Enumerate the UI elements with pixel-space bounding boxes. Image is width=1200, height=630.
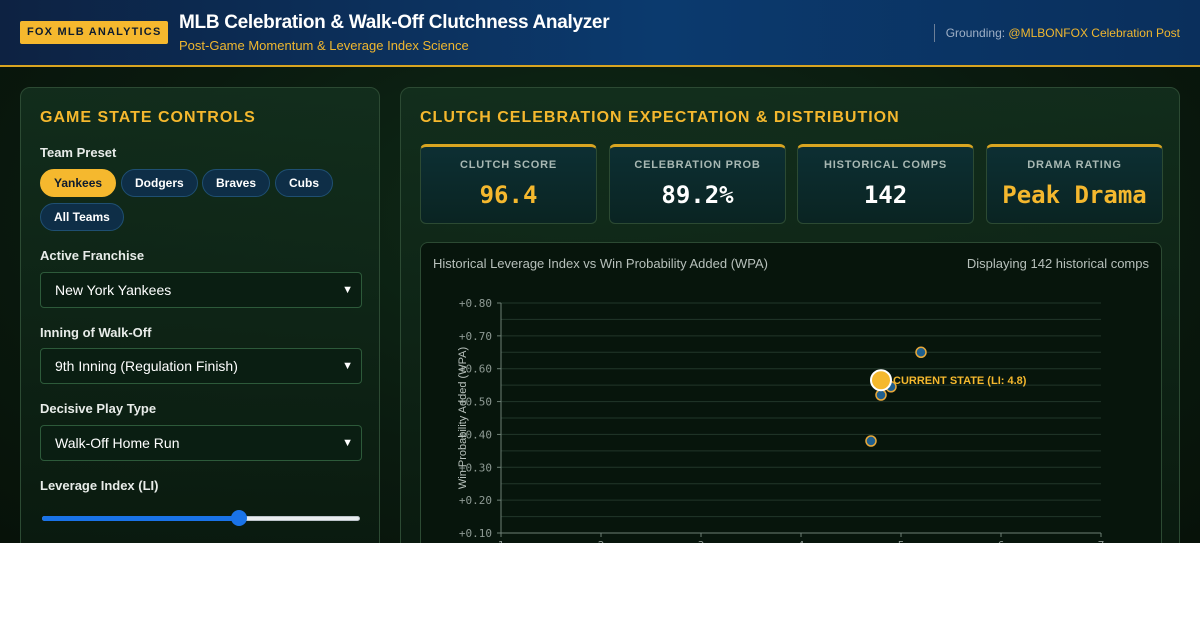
y-tick-label: +0.30	[459, 461, 492, 474]
game-state-controls-panel: GAME STATE CONTROLS Team Preset Yankees …	[20, 87, 380, 543]
card-label: HISTORICAL COMPS	[823, 159, 947, 171]
slider-thumb[interactable]	[231, 510, 248, 526]
y-tick-label: +0.40	[459, 428, 492, 441]
card-label: CELEBRATION PROB	[634, 159, 761, 171]
card-value: Peak Drama	[1002, 181, 1147, 209]
inning-select-value: 9th Inning (Regulation Finish)	[55, 358, 238, 374]
x-tick-label: 5	[898, 539, 905, 543]
clutch-distribution-panel: CLUTCH CELEBRATION EXPECTATION & DISTRIB…	[400, 87, 1180, 543]
results-title: CLUTCH CELEBRATION EXPECTATION & DISTRIB…	[420, 109, 900, 126]
card-value: 142	[863, 181, 908, 209]
card-label: CLUTCH SCORE	[460, 159, 557, 171]
app-root: FOX MLB ANALYTICS MLB Celebration & Walk…	[0, 0, 1200, 543]
inning-select[interactable]: 9th Inning (Regulation Finish) ▼	[40, 348, 362, 384]
preset-chip-yankees[interactable]: Yankees	[40, 169, 117, 197]
scatter-chart: Historical Leverage Index vs Win Probabi…	[420, 242, 1162, 543]
preset-chip-braves[interactable]: Braves	[202, 169, 271, 197]
play-type-select[interactable]: Walk-Off Home Run ▼	[40, 425, 362, 461]
card-label: DRAMA RATING	[1027, 159, 1122, 171]
franchise-select-value: New York Yankees	[55, 282, 172, 298]
controls-title: GAME STATE CONTROLS	[40, 109, 256, 126]
y-tick-label: +0.70	[459, 330, 492, 343]
current-state-label: CURRENT STATE (LI: 4.8)	[893, 375, 1027, 387]
slider-fill	[42, 516, 240, 521]
grounding-link[interactable]: @MLBONFOX Celebration Post	[1008, 26, 1180, 40]
leverage-slider[interactable]	[40, 510, 362, 526]
x-tick-label: 1	[498, 539, 505, 543]
scatter-point	[865, 435, 877, 447]
chevron-down-icon: ▼	[342, 360, 353, 372]
app-subtitle: Post-Game Momentum & Leverage Index Scie…	[179, 38, 469, 53]
y-tick-label: +0.80	[459, 297, 492, 310]
x-tick-label: 6	[998, 539, 1005, 543]
leverage-label: Leverage Index (LI)	[40, 478, 159, 493]
celebration-prob-card: CELEBRATION PROB 89.2%	[609, 144, 786, 224]
y-tick-label: +0.20	[459, 494, 492, 507]
x-tick-label: 7	[1098, 539, 1105, 543]
brand-badge: FOX MLB ANALYTICS	[20, 21, 169, 44]
franchise-label: Active Franchise	[40, 248, 145, 263]
preset-chip-all-teams[interactable]: All Teams	[40, 203, 124, 231]
historical-comps-card: HISTORICAL COMPS 142	[797, 144, 974, 224]
x-tick-label: 3	[698, 539, 705, 543]
franchise-select[interactable]: New York Yankees ▼	[40, 272, 362, 308]
inning-label: Inning of Walk-Off	[40, 325, 152, 340]
current-state-point	[870, 369, 892, 392]
header-bar: FOX MLB ANALYTICS MLB Celebration & Walk…	[0, 0, 1200, 67]
chart-caption: Historical Leverage Index vs Win Probabi…	[433, 256, 769, 271]
y-tick-label: +0.50	[459, 396, 492, 409]
chart-canvas: +0.80 +0.70 +0.60 +0.50 +0.40 +0.30 +0.20 +0.10…	[457, 297, 1105, 543]
y-tick-label: +0.60	[459, 363, 492, 376]
card-value: 89.2%	[661, 181, 734, 209]
drama-rating-card: DRAMA RATING Peak Drama	[986, 144, 1163, 224]
clutch-score-card: CLUTCH SCORE 96.4	[420, 144, 597, 224]
x-tick-label: 2	[598, 539, 605, 543]
preset-chip-dodgers[interactable]: Dodgers	[121, 169, 198, 197]
play-type-label: Decisive Play Type	[40, 401, 157, 416]
y-tick-label: +0.10	[459, 527, 492, 540]
x-tick-label: 4	[798, 539, 805, 543]
chart-count: Displaying 142 historical comps	[966, 256, 1149, 271]
y-axis-title: Win Probability Added (WPA)	[457, 347, 469, 489]
chevron-down-icon: ▼	[342, 284, 353, 296]
play-type-select-value: Walk-Off Home Run	[55, 435, 180, 451]
team-preset-label: Team Preset	[40, 145, 117, 160]
grounding-source: Grounding: @MLBONFOX Celebration Post	[933, 24, 1180, 42]
scatter-point	[875, 389, 887, 401]
card-value: 96.4	[479, 181, 538, 209]
grounding-label: Grounding:	[945, 26, 1009, 40]
app-title: MLB Celebration & Walk-Off Clutchness An…	[179, 12, 610, 33]
scatter-point	[915, 346, 927, 359]
preset-chip-cubs[interactable]: Cubs	[275, 169, 333, 197]
chevron-down-icon: ▼	[342, 437, 353, 449]
